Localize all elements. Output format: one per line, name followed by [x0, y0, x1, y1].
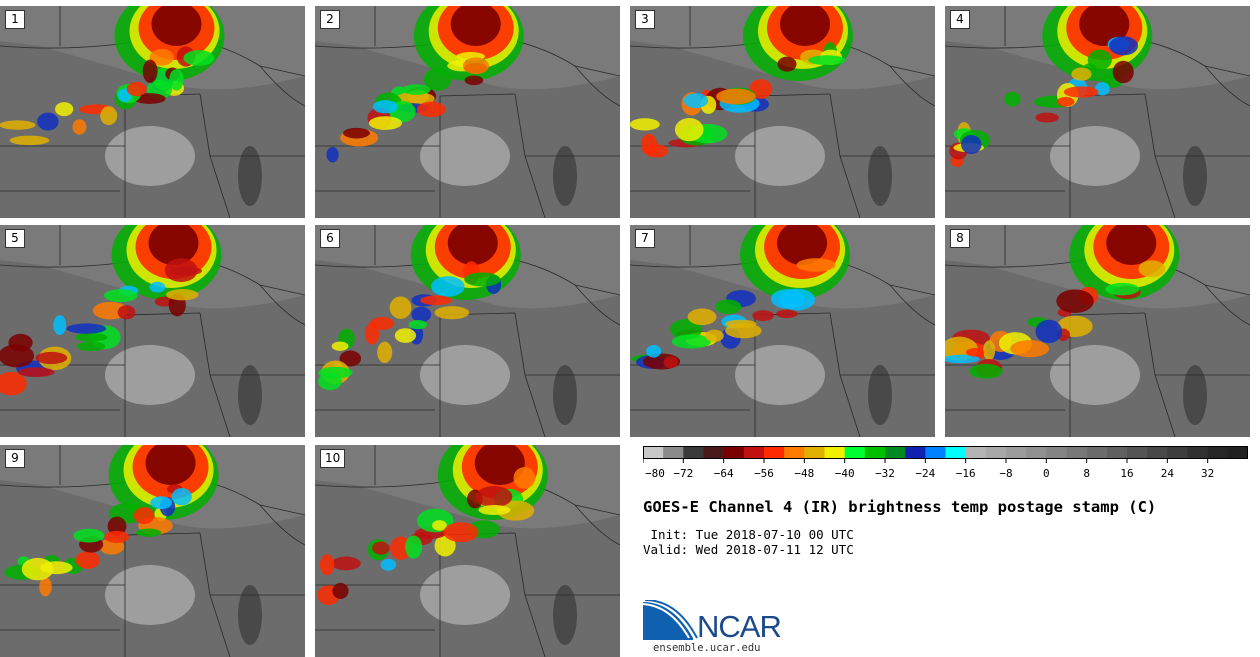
- colorbar-swatch: [864, 446, 886, 459]
- colorbar-swatch: [1026, 446, 1047, 459]
- colorbar-frame: [643, 446, 1248, 459]
- colorbar-swatch: [1066, 446, 1087, 459]
- ensemble-member-panel: 9: [0, 445, 305, 657]
- panel-number-label: 6: [320, 229, 340, 248]
- colorbar-swatch: [743, 446, 765, 459]
- colorbar-tick-label: 8: [1083, 467, 1090, 480]
- colorbar-tick-label: −56: [754, 467, 774, 480]
- colorbar-swatch: [1046, 446, 1067, 459]
- colorbar-swatch: [1006, 446, 1027, 459]
- colorbar-swatch: [683, 446, 704, 459]
- colorbar-swatch: [784, 446, 805, 459]
- colorbar-swatch: [723, 446, 745, 459]
- colorbar-swatch: [1227, 446, 1248, 459]
- ir-satellite-map: [315, 445, 620, 657]
- figure-title: GOES-E Channel 4 (IR) brightness temp po…: [643, 498, 1157, 516]
- colorbar-tick-label: −32: [875, 467, 895, 480]
- ir-satellite-map: [630, 6, 935, 218]
- colorbar-swatch: [945, 446, 966, 459]
- panel-number-label: 10: [320, 449, 346, 468]
- colorbar-tick-label: −48: [794, 467, 814, 480]
- colorbar-tick-label: 32: [1201, 467, 1214, 480]
- ensemble-member-panel: 2: [315, 6, 620, 218]
- ir-satellite-map: [0, 445, 305, 657]
- colorbar-tick-label: −72: [673, 467, 693, 480]
- ensemble-member-panel: 10: [315, 445, 620, 657]
- init-time: Init: Tue 2018-07-10 00 UTC: [643, 527, 854, 542]
- colorbar-swatch: [1147, 446, 1168, 459]
- colorbar-swatch: [1167, 446, 1188, 459]
- panel-number-label: 3: [635, 10, 655, 29]
- website-url: ensemble.ucar.edu: [653, 642, 761, 654]
- panel-number-label: 2: [320, 10, 340, 29]
- colorbar-swatch: [643, 446, 664, 459]
- colorbar-tick-label: 0: [1043, 467, 1050, 480]
- panel-number-label: 9: [5, 449, 25, 468]
- colorbar-swatch: [1127, 446, 1148, 459]
- colorbar-swatch: [824, 446, 845, 459]
- panel-number-label: 8: [950, 229, 970, 248]
- colorbar-tick-label: −8: [999, 467, 1012, 480]
- colorbar-tick-label: −80: [645, 467, 665, 480]
- ir-satellite-map: [0, 6, 305, 218]
- colorbar-swatch: [925, 446, 946, 459]
- ensemble-member-panel: 1: [0, 6, 305, 218]
- colorbar-tick-label: −64: [714, 467, 734, 480]
- colorbar-swatch: [844, 446, 866, 459]
- colorbar-tick-label: −24: [915, 467, 935, 480]
- colorbar-tick-label: −40: [835, 467, 855, 480]
- colorbar-swatch: [663, 446, 684, 459]
- logo-text: NCAR: [697, 609, 781, 640]
- panel-number-label: 7: [635, 229, 655, 248]
- colorbar-swatch: [1086, 446, 1108, 459]
- valid-time: Valid: Wed 2018-07-11 12 UTC: [643, 542, 854, 557]
- panel-number-label: 5: [5, 229, 25, 248]
- colorbar-tick-label: 24: [1161, 467, 1175, 480]
- ir-satellite-map: [0, 225, 305, 437]
- colorbar-swatch: [985, 446, 1007, 459]
- colorbar-swatch: [1106, 446, 1128, 459]
- ncar-logo: NCAR: [643, 600, 782, 640]
- colorbar-swatch: [885, 446, 906, 459]
- colorbar-swatch: [804, 446, 825, 459]
- ir-satellite-map: [315, 6, 620, 218]
- ensemble-member-panel: 8: [945, 225, 1250, 437]
- colorbar-swatch: [965, 446, 987, 459]
- colorbar-tick-label: −16: [956, 467, 976, 480]
- ir-satellite-map: [315, 225, 620, 437]
- ir-satellite-map: [630, 225, 935, 437]
- ir-satellite-map: [945, 6, 1250, 218]
- ensemble-member-panel: 5: [0, 225, 305, 437]
- colorbar-swatch: [764, 446, 785, 459]
- ensemble-member-panel: 6: [315, 225, 620, 437]
- panel-number-label: 4: [950, 10, 970, 29]
- colorbar-swatch: [703, 446, 724, 459]
- ensemble-member-panel: 4: [945, 6, 1250, 218]
- ensemble-member-panel: 3: [630, 6, 935, 218]
- colorbar-swatch: [905, 446, 926, 459]
- colorbar-swatch: [1207, 446, 1229, 459]
- ensemble-member-panel: 7: [630, 225, 935, 437]
- colorbar-tick-label: 16: [1120, 467, 1133, 480]
- panel-number-label: 1: [5, 10, 25, 29]
- colorbar-swatch: [1187, 446, 1208, 459]
- colorbar: −80 −72 −64 −56 −48 −40 −32 −24 −16 −8 0 8 16 24 32: [643, 446, 1248, 480]
- ir-satellite-map: [945, 225, 1250, 437]
